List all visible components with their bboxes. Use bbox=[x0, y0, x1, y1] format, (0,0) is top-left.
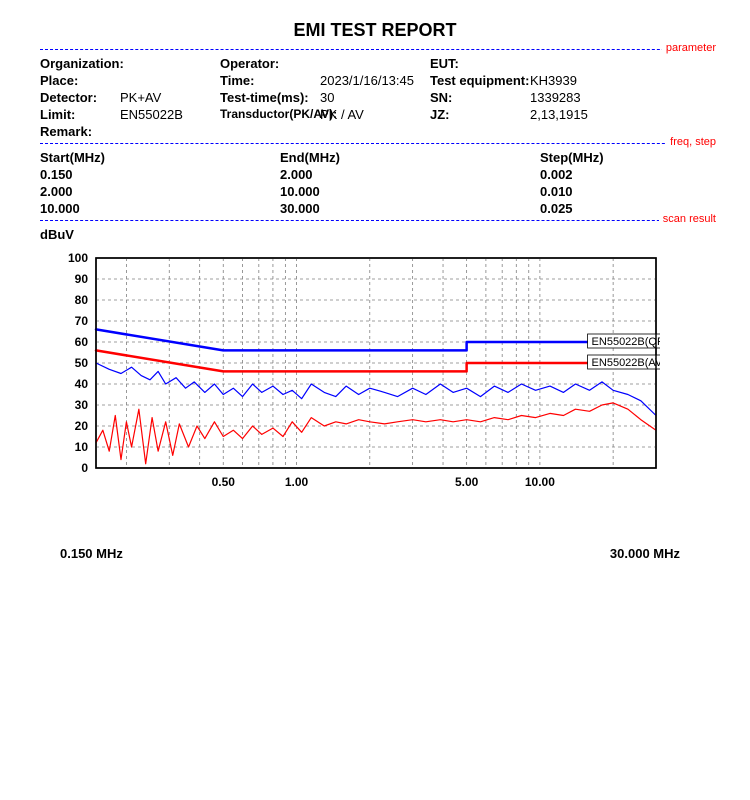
label-eut: EUT: bbox=[430, 56, 530, 71]
x-range-left: 0.150 MHz bbox=[60, 546, 123, 561]
label-test-equipment: Test equipment: bbox=[430, 73, 530, 88]
label-test-time: Test-time(ms): bbox=[220, 90, 320, 105]
label-sn: SN: bbox=[430, 90, 530, 105]
cell-end-2: 30.000 bbox=[280, 201, 540, 216]
value-test-time: 30 bbox=[320, 90, 430, 105]
svg-text:5.00: 5.00 bbox=[455, 475, 479, 489]
value-detector: PK+AV bbox=[120, 90, 220, 105]
label-organization: Organization: bbox=[40, 56, 120, 71]
svg-text:90: 90 bbox=[75, 272, 89, 286]
svg-text:20: 20 bbox=[75, 419, 89, 433]
svg-text:60: 60 bbox=[75, 335, 89, 349]
value-time: 2023/1/16/13:45 bbox=[320, 73, 430, 88]
value-remark bbox=[120, 124, 220, 139]
svg-text:70: 70 bbox=[75, 314, 89, 328]
svg-text:30: 30 bbox=[75, 398, 89, 412]
divider-scan-result: scan result bbox=[40, 220, 710, 221]
label-operator: Operator: bbox=[220, 56, 320, 71]
value-test-equipment: KH3939 bbox=[530, 73, 630, 88]
svg-text:10.00: 10.00 bbox=[525, 475, 555, 489]
svg-text:40: 40 bbox=[75, 377, 89, 391]
y-unit-label: dBuV bbox=[40, 227, 710, 242]
svg-text:50: 50 bbox=[75, 356, 89, 370]
section-label-freq: freq, step bbox=[666, 136, 716, 148]
divider-freq-step: freq, step bbox=[40, 143, 710, 144]
cell-end-1: 10.000 bbox=[280, 184, 540, 199]
svg-text:0.50: 0.50 bbox=[212, 475, 236, 489]
header-end: End(MHz) bbox=[280, 150, 540, 165]
report-title: EMI TEST REPORT bbox=[40, 20, 710, 41]
x-range-right: 30.000 MHz bbox=[610, 546, 680, 561]
svg-text:100: 100 bbox=[68, 251, 88, 265]
section-label-scan: scan result bbox=[659, 213, 716, 225]
cell-start-2: 10.000 bbox=[40, 201, 280, 216]
divider-parameter: parameter bbox=[40, 49, 710, 50]
label-jz: JZ: bbox=[430, 107, 530, 122]
freq-grid: Start(MHz) End(MHz) Step(MHz) 0.150 2.00… bbox=[40, 150, 710, 216]
cell-start-1: 2.000 bbox=[40, 184, 280, 199]
label-place: Place: bbox=[40, 73, 120, 88]
svg-text:1.00: 1.00 bbox=[285, 475, 309, 489]
svg-text:0: 0 bbox=[81, 461, 88, 475]
value-transductor: PK / AV bbox=[320, 107, 430, 122]
svg-text:10: 10 bbox=[75, 440, 89, 454]
parameter-grid: Organization: Operator: EUT: Place: Time… bbox=[40, 56, 710, 139]
value-eut bbox=[530, 56, 630, 71]
svg-text:EN55022B(QP): EN55022B(QP) bbox=[592, 336, 660, 348]
value-limit: EN55022B bbox=[120, 107, 220, 122]
value-operator bbox=[320, 56, 430, 71]
label-limit: Limit: bbox=[40, 107, 120, 122]
value-place bbox=[120, 73, 220, 88]
cell-start-0: 0.150 bbox=[40, 167, 280, 182]
label-detector: Detector: bbox=[40, 90, 120, 105]
label-time: Time: bbox=[220, 73, 320, 88]
section-label-parameter: parameter bbox=[662, 42, 716, 54]
label-remark: Remark: bbox=[40, 124, 120, 139]
value-jz: 2,13,1915 bbox=[530, 107, 630, 122]
header-start: Start(MHz) bbox=[40, 150, 280, 165]
value-organization bbox=[120, 56, 220, 71]
emi-chart: 0 10 20 30 40 50 60 70 80 90 100 0.50 1.00 5.00 10.00 E… bbox=[40, 248, 660, 518]
svg-text:80: 80 bbox=[75, 293, 89, 307]
header-step: Step(MHz) bbox=[540, 150, 690, 165]
value-sn: 1339283 bbox=[530, 90, 630, 105]
svg-text:EN55022B(AV): EN55022B(AV) bbox=[592, 357, 660, 369]
cell-step-0: 0.002 bbox=[540, 167, 690, 182]
cell-end-0: 2.000 bbox=[280, 167, 540, 182]
label-transductor: Transductor(PK/AV): bbox=[220, 107, 320, 122]
cell-step-1: 0.010 bbox=[540, 184, 690, 199]
